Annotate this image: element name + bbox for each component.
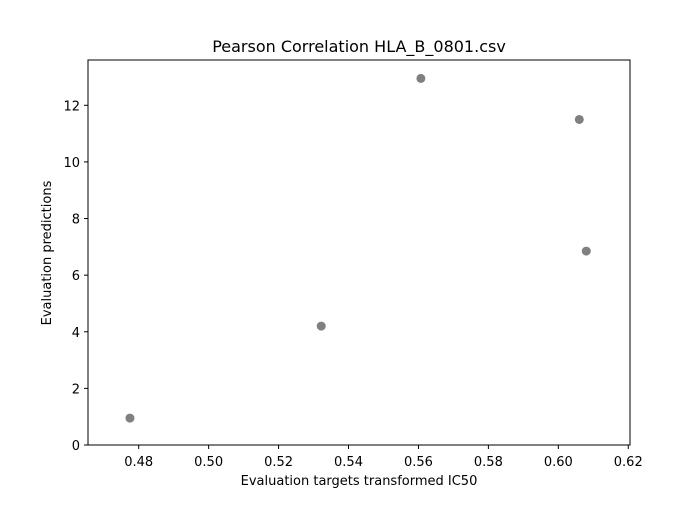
x-tick-label: 0.54	[334, 455, 363, 470]
x-tick-label: 0.58	[474, 455, 503, 470]
y-axis-label: Evaluation predictions	[40, 180, 55, 325]
data-point	[316, 321, 326, 331]
data-point	[574, 114, 584, 124]
x-tick-label: 0.56	[404, 455, 433, 470]
chart-title: Pearson Correlation HLA_B_0801.csv	[212, 37, 506, 57]
y-tick-label: 6	[72, 269, 80, 284]
x-tick-label: 0.48	[124, 455, 153, 470]
y-tick-label: 4	[72, 326, 80, 341]
y-tick-label: 10	[63, 156, 80, 171]
plot-area: 0.48 0.50 0.52 0.54 0.56 0.58 0.60 0.62 0 2 4 6 8 10 1…	[63, 59, 643, 470]
y-tick-label: 12	[63, 99, 80, 114]
data-point	[125, 413, 135, 423]
data-point	[581, 246, 591, 256]
y-tick-label: 8	[72, 213, 80, 228]
x-axis-label: Evaluation targets transformed IC50	[241, 474, 478, 489]
plot-frame	[87, 59, 631, 446]
data-point	[416, 73, 426, 83]
x-tick-label: 0.60	[544, 455, 573, 470]
x-tick-label: 0.50	[194, 455, 223, 470]
x-tick-label: 0.52	[264, 455, 293, 470]
y-tick-label: 0	[72, 439, 80, 454]
x-tick-label: 0.62	[614, 455, 643, 470]
y-tick-label: 2	[72, 382, 80, 397]
